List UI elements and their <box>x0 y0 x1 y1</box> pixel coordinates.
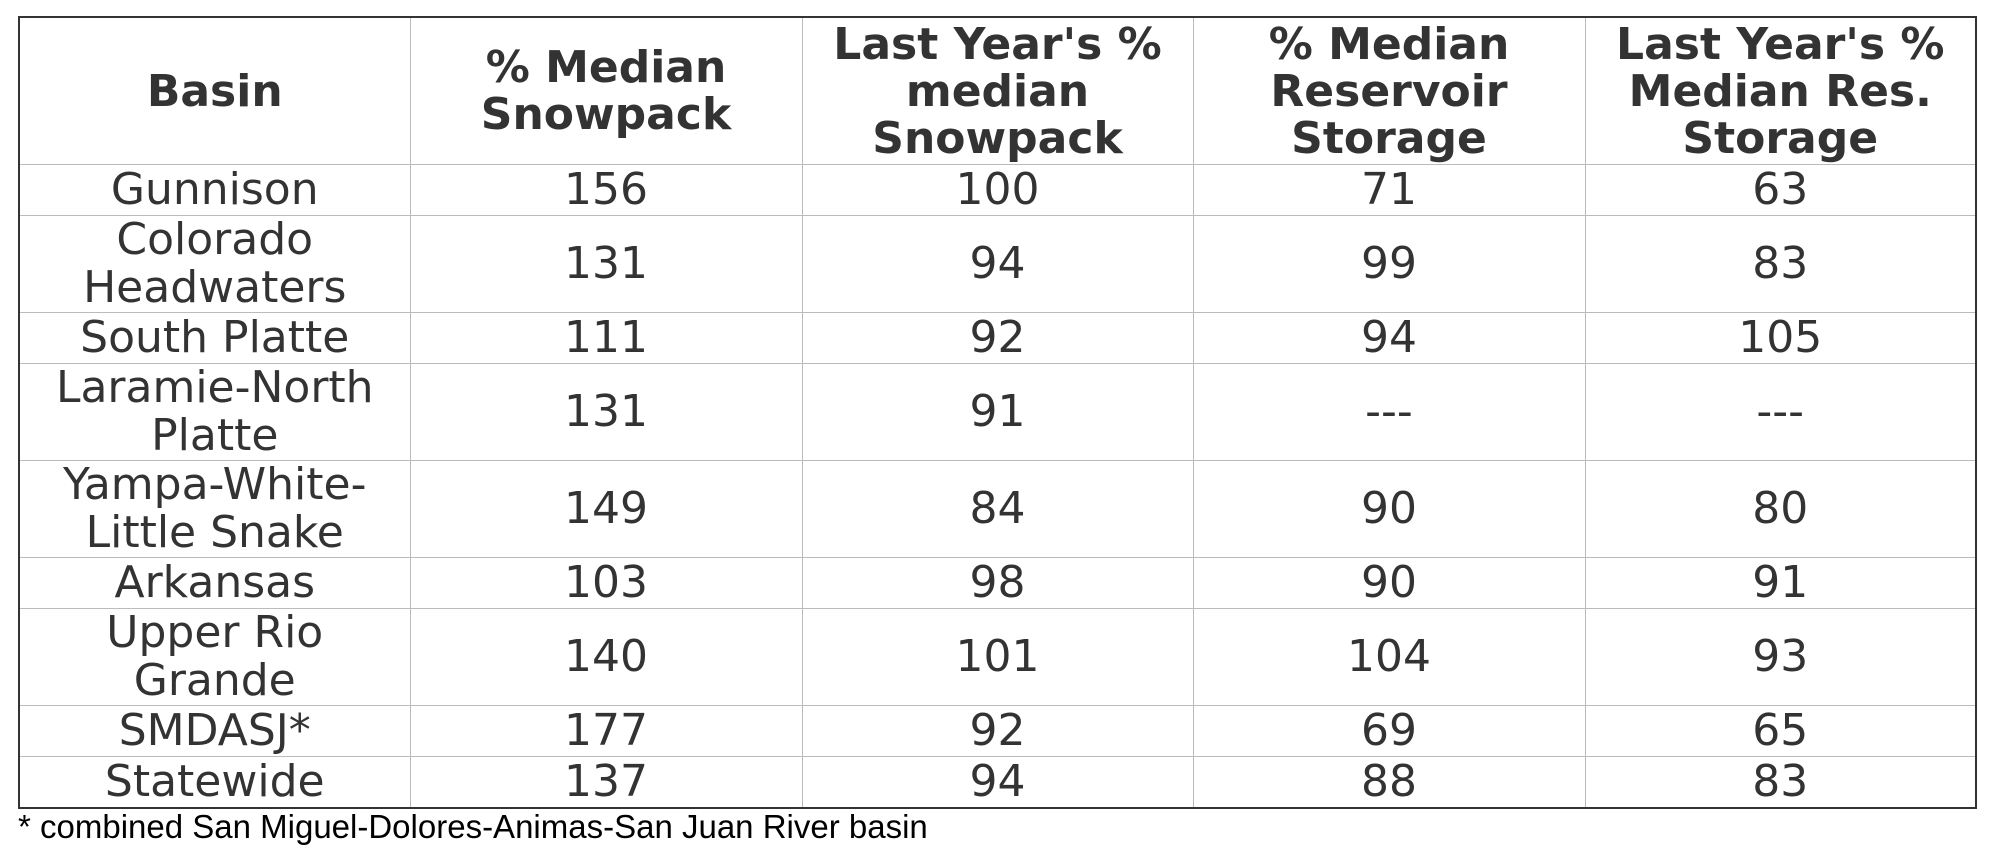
table-row: Statewide 137 94 88 83 <box>18 756 1977 809</box>
value-cell: --- <box>1192 363 1586 461</box>
value-cell: 88 <box>1192 756 1586 809</box>
footnote: * combined San Miguel-Dolores-Animas-San… <box>18 808 928 845</box>
basin-cell: Laramie-North Platte <box>18 363 411 461</box>
value-cell: 103 <box>409 557 803 609</box>
basin-cell: Gunnison <box>18 164 411 216</box>
table-body: Gunnison 156 100 71 63 Colorado Headwaters 131… <box>18 164 1977 809</box>
value-cell: 84 <box>801 460 1194 558</box>
header-cell: % Median Snowpack <box>409 16 803 165</box>
value-cell: 91 <box>801 363 1194 461</box>
value-cell: 80 <box>1584 460 1977 558</box>
table-row: Colorado Headwaters 131 94 99 83 <box>18 215 1977 313</box>
header-cell: Basin <box>18 16 411 165</box>
value-cell: 140 <box>409 608 803 706</box>
header-row: Basin% Median Snowpack Last Year's % medi… <box>18 16 1977 165</box>
table-row: South Platte 111 92 94 105 <box>18 312 1977 364</box>
table-row: SMDASJ* 177 92 69 65 <box>18 705 1977 757</box>
value-cell: 177 <box>409 705 803 757</box>
value-cell: 100 <box>801 164 1194 216</box>
table-row: Upper Rio Grande 140 101 104 93 <box>18 608 1977 706</box>
value-cell: 156 <box>409 164 803 216</box>
value-cell: 137 <box>409 756 803 809</box>
basin-cell: Statewide <box>18 756 411 809</box>
value-cell: --- <box>1584 363 1977 461</box>
value-cell: 92 <box>801 312 1194 364</box>
value-cell: 105 <box>1584 312 1977 364</box>
table-row: Yampa-White-Little Snake 149 84 90 80 <box>18 460 1977 558</box>
value-cell: 104 <box>1192 608 1586 706</box>
value-cell: 90 <box>1192 460 1586 558</box>
value-cell: 94 <box>1192 312 1586 364</box>
table-row: Arkansas 103 98 90 91 <box>18 557 1977 609</box>
value-cell: 71 <box>1192 164 1586 216</box>
header-cell: Last Year's % median Snowpack <box>801 16 1194 165</box>
value-cell: 94 <box>801 756 1194 809</box>
table-row: Laramie-North Platte 131 91 --- --- <box>18 363 1977 461</box>
basin-cell: Upper Rio Grande <box>18 608 411 706</box>
value-cell: 99 <box>1192 215 1586 313</box>
value-cell: 93 <box>1584 608 1977 706</box>
basin-cell: Colorado Headwaters <box>18 215 411 313</box>
value-cell: 111 <box>409 312 803 364</box>
value-cell: 131 <box>409 215 803 313</box>
value-cell: 91 <box>1584 557 1977 609</box>
value-cell: 149 <box>409 460 803 558</box>
basin-cell: Yampa-White-Little Snake <box>18 460 411 558</box>
value-cell: 101 <box>801 608 1194 706</box>
basin-cell: Arkansas <box>18 557 411 609</box>
header-cell: Last Year's % Median Res. Storage <box>1584 16 1977 165</box>
value-cell: 98 <box>801 557 1194 609</box>
snowpack-table: Basin% Median Snowpack Last Year's % medi… <box>18 16 1977 809</box>
value-cell: 65 <box>1584 705 1977 757</box>
value-cell: 63 <box>1584 164 1977 216</box>
value-cell: 131 <box>409 363 803 461</box>
value-cell: 69 <box>1192 705 1586 757</box>
value-cell: 83 <box>1584 215 1977 313</box>
value-cell: 92 <box>801 705 1194 757</box>
value-cell: 90 <box>1192 557 1586 609</box>
basin-cell: South Platte <box>18 312 411 364</box>
value-cell: 94 <box>801 215 1194 313</box>
header-cell: % Median Reservoir Storage <box>1192 16 1586 165</box>
basin-cell: SMDASJ* <box>18 705 411 757</box>
value-cell: 83 <box>1584 756 1977 809</box>
table-row: Gunnison 156 100 71 63 <box>18 164 1977 216</box>
